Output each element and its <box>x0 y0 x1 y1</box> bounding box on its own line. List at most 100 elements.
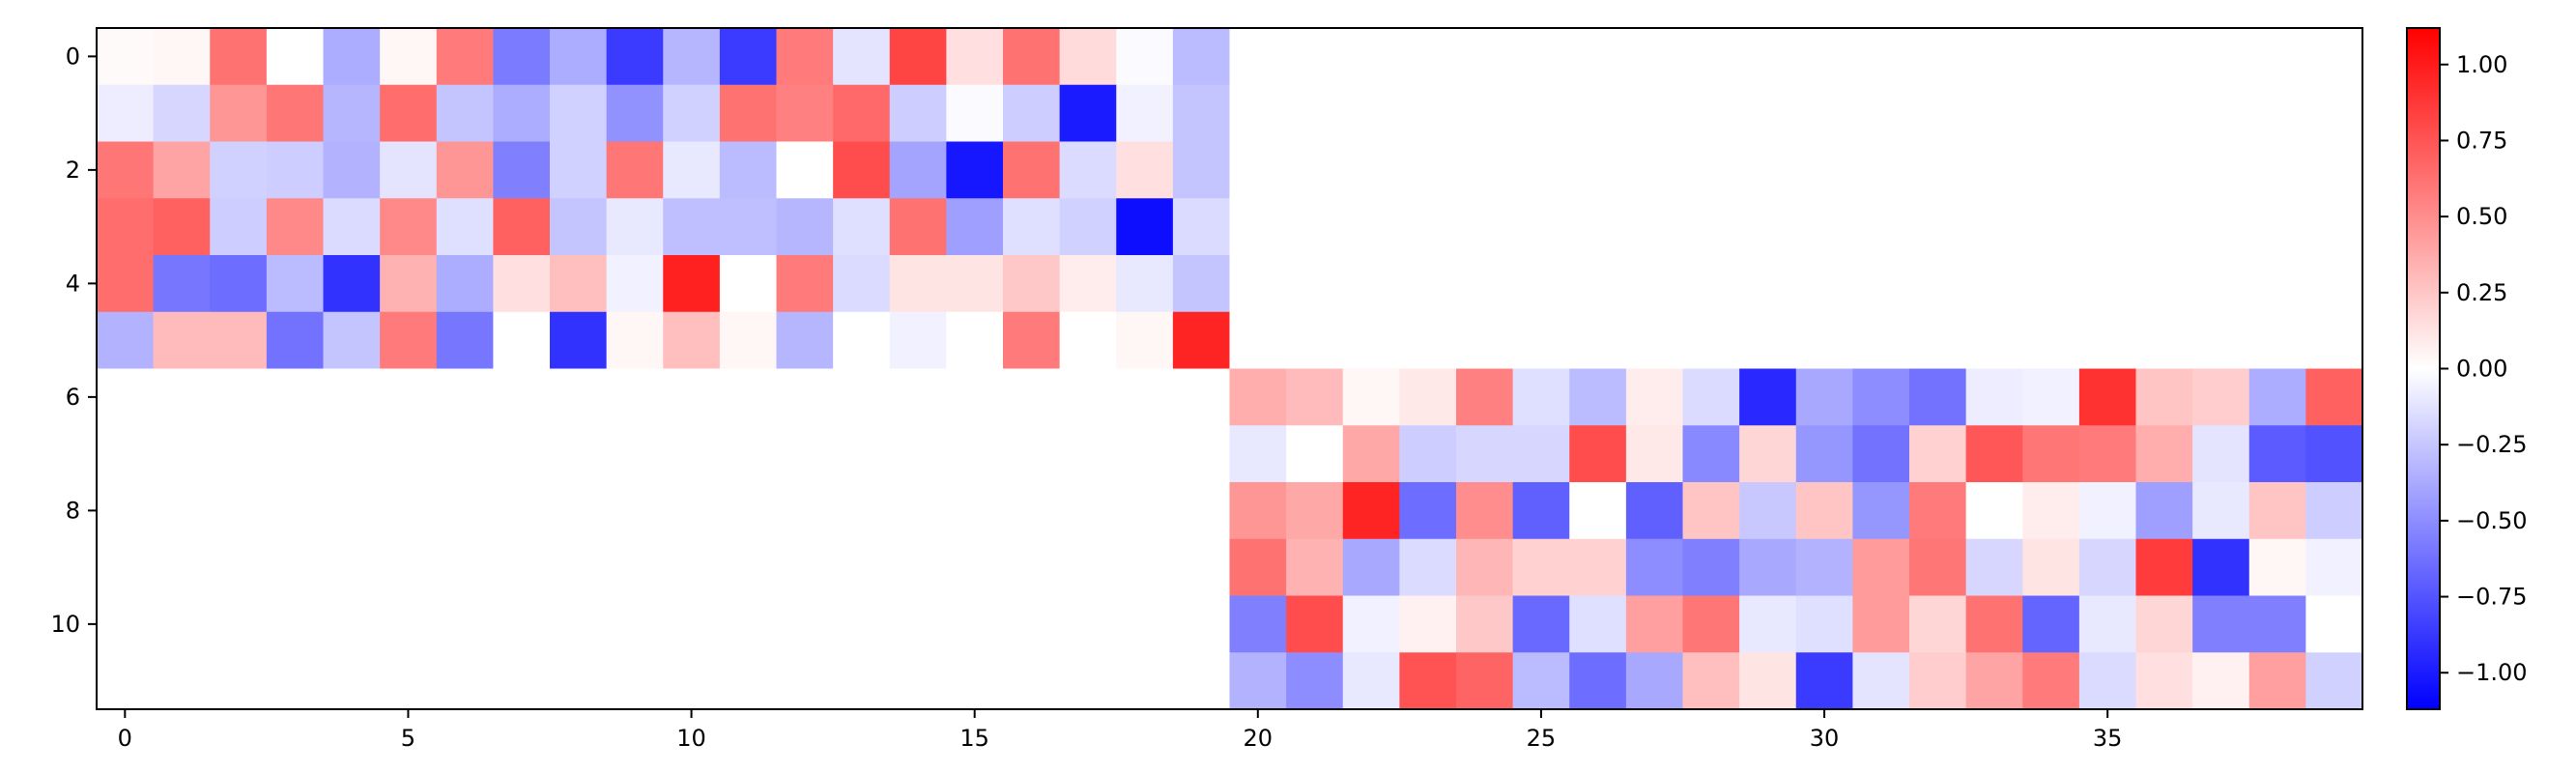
heatmap-cell <box>2022 198 2080 256</box>
heatmap-cell <box>266 198 325 256</box>
colorbar-tick-label: −0.25 <box>2456 431 2528 458</box>
heatmap-cell <box>1965 255 2023 313</box>
heatmap-cell <box>380 425 438 483</box>
heatmap-cell <box>1342 368 1400 426</box>
heatmap-cell <box>380 28 438 86</box>
heatmap-cell <box>1512 311 1570 370</box>
heatmap-cell <box>1456 595 1514 653</box>
heatmap-cell <box>606 538 664 597</box>
heatmap-cell <box>2135 595 2193 653</box>
heatmap-cell <box>1342 538 1400 597</box>
heatmap-cell <box>2248 538 2306 597</box>
y-tick-label: 6 <box>66 384 80 411</box>
heatmap-cell <box>1512 425 1570 483</box>
heatmap-cell <box>1229 255 1287 313</box>
heatmap-cell <box>1739 538 1797 597</box>
heatmap-cell <box>493 311 551 370</box>
heatmap-cell <box>1625 652 1684 710</box>
heatmap-cell <box>380 652 438 710</box>
heatmap-cell <box>606 84 664 143</box>
heatmap-cell <box>266 425 325 483</box>
heatmap-cell <box>1456 255 1514 313</box>
heatmap-cell <box>663 255 721 313</box>
heatmap-cell <box>1965 368 2023 426</box>
x-tick-label: 20 <box>1244 725 1274 752</box>
heatmap-cell <box>1795 368 1853 426</box>
heatmap-cell <box>2135 311 2193 370</box>
heatmap-cell <box>1569 28 1627 86</box>
heatmap-cell <box>210 28 268 86</box>
heatmap-cell <box>1569 84 1627 143</box>
heatmap-cell <box>719 425 778 483</box>
heatmap-cell <box>719 538 778 597</box>
heatmap-cell <box>776 425 834 483</box>
heatmap-cell <box>2135 198 2193 256</box>
heatmap-cell <box>1909 198 1967 256</box>
heatmap-cell <box>1059 368 1117 426</box>
heatmap-cell <box>2192 255 2250 313</box>
heatmap-cell <box>1399 595 1457 653</box>
heatmap-cell <box>946 141 1004 199</box>
heatmap-cell <box>153 482 211 540</box>
heatmap-cell <box>663 538 721 597</box>
heatmap-cell <box>1852 368 1910 426</box>
heatmap-cell <box>493 28 551 86</box>
heatmap-cell <box>210 198 268 256</box>
heatmap-cell <box>1342 595 1400 653</box>
heatmap-cell <box>663 198 721 256</box>
heatmap-cell <box>1739 28 1797 86</box>
heatmap-cell <box>719 652 778 710</box>
x-tick-label: 10 <box>676 725 706 752</box>
x-tick-label: 25 <box>1527 725 1557 752</box>
heatmap-cell <box>1965 311 2023 370</box>
heatmap-cell <box>2248 28 2306 86</box>
heatmap-cell <box>323 255 381 313</box>
heatmap-cell <box>1342 311 1400 370</box>
heatmap-cell <box>2192 482 2250 540</box>
heatmap-cell <box>1059 141 1117 199</box>
heatmap-cell <box>1795 538 1853 597</box>
heatmap-cell <box>1682 368 1740 426</box>
colorbar-tick-label: 0.75 <box>2456 127 2507 154</box>
heatmap-cell <box>1965 595 2023 653</box>
heatmap-cell <box>1286 425 1344 483</box>
heatmap-cells <box>97 28 2363 710</box>
heatmap-cell <box>1342 425 1400 483</box>
heatmap-cell <box>2305 652 2363 710</box>
heatmap-cell <box>1909 255 1967 313</box>
heatmap-cell <box>606 652 664 710</box>
heatmap-cell <box>266 28 325 86</box>
heatmap-cell <box>380 141 438 199</box>
heatmap-cell <box>663 595 721 653</box>
heatmap-cell <box>1512 141 1570 199</box>
heatmap-cell <box>1569 141 1627 199</box>
heatmap-cell <box>1739 311 1797 370</box>
heatmap-cell <box>1682 84 1740 143</box>
heatmap-cell <box>606 28 664 86</box>
heatmap-cell <box>1399 255 1457 313</box>
heatmap-cell <box>2192 538 2250 597</box>
heatmap-cell <box>1059 538 1117 597</box>
heatmap-cell <box>97 652 155 710</box>
heatmap-cell <box>1456 311 1514 370</box>
heatmap-cell <box>323 84 381 143</box>
heatmap-cell <box>550 652 608 710</box>
heatmap-cell <box>1286 482 1344 540</box>
heatmap-cell <box>833 482 891 540</box>
heatmap-cell <box>380 84 438 143</box>
heatmap-cell <box>1739 595 1797 653</box>
heatmap-cell <box>2078 255 2137 313</box>
heatmap-cell <box>210 595 268 653</box>
heatmap-cell <box>776 198 834 256</box>
heatmap-cell <box>663 482 721 540</box>
y-tick-label: 2 <box>66 157 80 184</box>
heatmap-cell <box>550 84 608 143</box>
heatmap-cell <box>606 198 664 256</box>
heatmap-cell <box>1116 198 1174 256</box>
colorbar-gradient <box>2407 28 2440 709</box>
heatmap-cell <box>663 141 721 199</box>
heatmap-cell <box>266 311 325 370</box>
heatmap-cell <box>493 255 551 313</box>
heatmap-cell <box>1003 368 1061 426</box>
heatmap-cell <box>776 28 834 86</box>
